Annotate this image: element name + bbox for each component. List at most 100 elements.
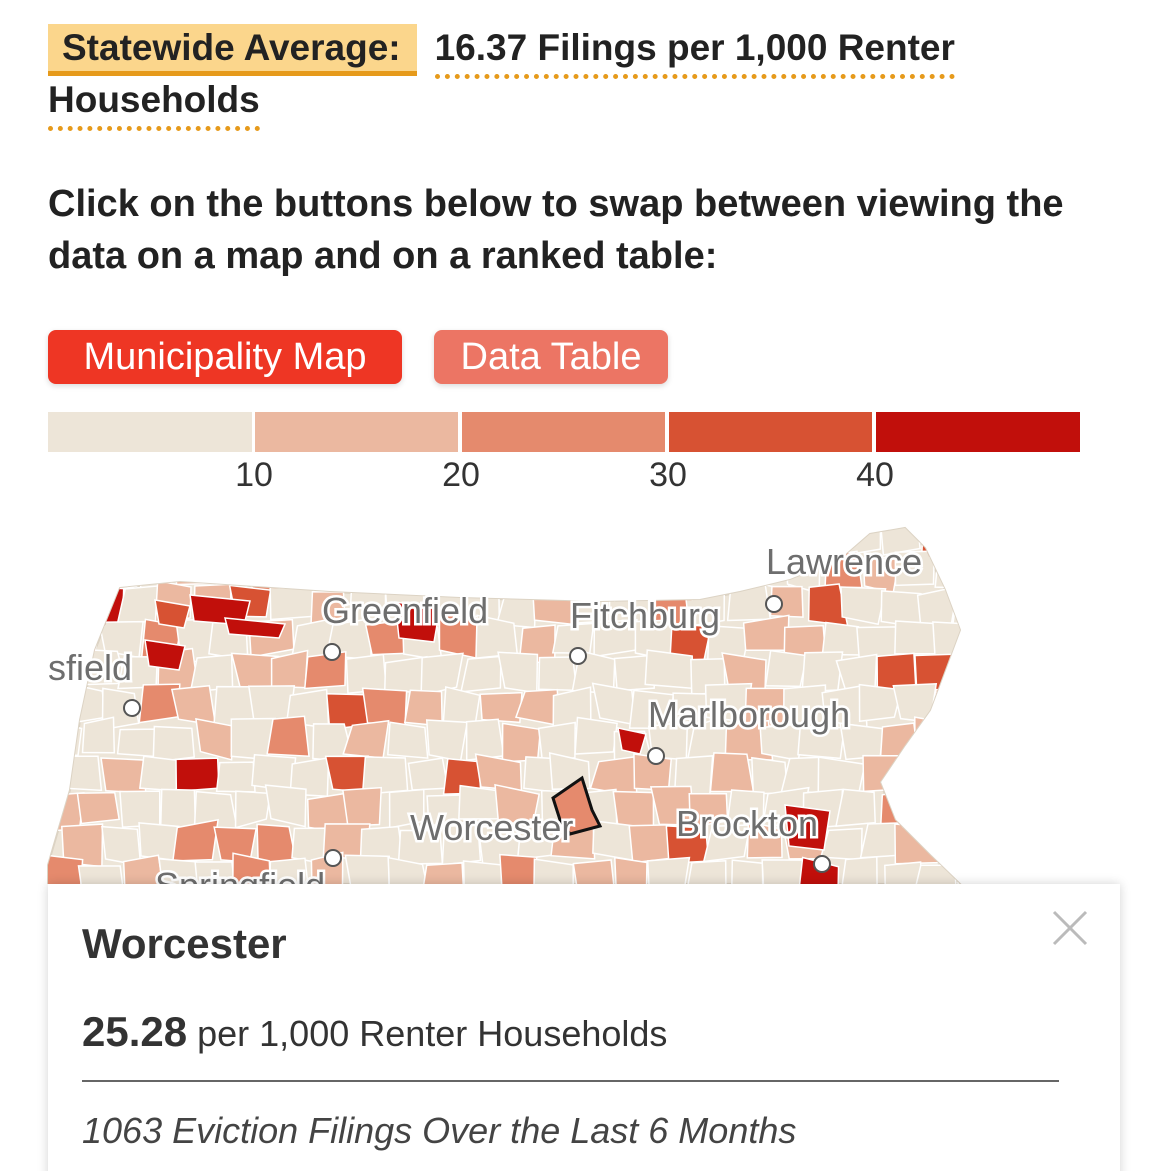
municipality-shape[interactable] xyxy=(159,788,197,830)
municipality-shape[interactable] xyxy=(991,587,1033,628)
municipality-shape[interactable] xyxy=(913,789,960,832)
selected-municipality-worcester[interactable] xyxy=(551,775,603,836)
municipality-shape[interactable] xyxy=(574,716,618,755)
municipality-shape[interactable] xyxy=(454,520,502,550)
municipality-shape[interactable] xyxy=(840,586,887,626)
close-icon[interactable] xyxy=(1048,906,1092,950)
municipality-shape[interactable] xyxy=(663,546,708,589)
municipality-shape[interactable] xyxy=(862,754,906,793)
municipality-shape[interactable] xyxy=(894,550,936,587)
municipality-shape[interactable] xyxy=(531,588,577,626)
municipality-shape[interactable] xyxy=(425,719,469,762)
municipality-shape-high[interactable] xyxy=(154,599,191,629)
municipality-shape[interactable] xyxy=(951,585,993,628)
municipality-shape[interactable] xyxy=(537,721,576,763)
municipality-shape[interactable] xyxy=(344,520,391,559)
municipality-shape[interactable] xyxy=(497,651,539,694)
municipality-shape[interactable] xyxy=(1009,756,1054,789)
municipality-shape[interactable] xyxy=(387,721,429,759)
municipality-shape[interactable] xyxy=(342,786,383,827)
municipality-shape[interactable] xyxy=(175,757,220,793)
municipality-shape[interactable] xyxy=(122,854,166,884)
municipality-shape[interactable] xyxy=(152,725,196,764)
municipality-shape[interactable] xyxy=(479,691,523,724)
municipality-shape[interactable] xyxy=(937,753,977,796)
municipality-shape[interactable] xyxy=(536,520,576,555)
municipality-shape[interactable] xyxy=(1007,689,1052,725)
municipality-shape[interactable] xyxy=(970,828,1011,858)
municipality-shape[interactable] xyxy=(764,649,808,688)
municipality-shape[interactable] xyxy=(994,521,1034,559)
municipality-shape[interactable] xyxy=(77,865,125,884)
municipality-shape[interactable] xyxy=(934,688,974,725)
municipality-shape[interactable] xyxy=(119,790,161,828)
municipality-shape[interactable] xyxy=(686,859,727,884)
municipality-shape[interactable] xyxy=(268,857,311,884)
municipality-shape[interactable] xyxy=(501,722,542,763)
municipality-shape[interactable] xyxy=(761,859,807,884)
municipality-shape[interactable] xyxy=(635,549,676,594)
municipality-shape[interactable] xyxy=(384,655,428,694)
municipality-shape[interactable] xyxy=(61,549,107,592)
municipality-shape[interactable] xyxy=(324,549,365,588)
municipality-shape[interactable] xyxy=(441,823,482,866)
municipality-shape[interactable] xyxy=(38,853,84,884)
municipality-shape[interactable] xyxy=(572,859,616,884)
municipality-map-button[interactable]: Municipality Map xyxy=(48,330,402,384)
municipality-shape[interactable] xyxy=(264,784,307,828)
municipality-shape[interactable] xyxy=(992,653,1036,695)
municipality-shape[interactable] xyxy=(190,523,235,557)
municipality-shape[interactable] xyxy=(726,581,772,622)
municipality-shape[interactable] xyxy=(703,551,753,589)
municipality-shape[interactable] xyxy=(692,520,731,560)
municipality-shape[interactable] xyxy=(952,788,999,831)
municipality-shape[interactable] xyxy=(612,522,657,562)
municipality-shape[interactable] xyxy=(174,549,214,586)
municipality-shape[interactable] xyxy=(387,856,430,884)
municipality-shape[interactable] xyxy=(119,522,162,560)
municipality-shape[interactable] xyxy=(614,856,648,884)
municipality-shape[interactable] xyxy=(797,726,846,760)
municipality-shape[interactable] xyxy=(386,520,427,557)
municipality-shape[interactable] xyxy=(939,819,976,855)
municipality-shape[interactable] xyxy=(324,755,369,793)
municipality-shape[interactable] xyxy=(230,520,275,556)
municipality-shape-high[interactable] xyxy=(394,601,441,643)
municipality-shape[interactable] xyxy=(215,761,256,793)
municipality-shape[interactable] xyxy=(521,548,559,591)
municipality-shape[interactable] xyxy=(407,757,449,791)
municipality-shape[interactable] xyxy=(727,520,769,550)
municipality-shape[interactable] xyxy=(993,793,1036,825)
municipality-shape[interactable] xyxy=(366,552,406,588)
municipality-shape[interactable] xyxy=(288,546,329,587)
municipality-shape[interactable] xyxy=(840,856,878,884)
municipality-shape[interactable] xyxy=(76,791,121,825)
municipality-shape[interactable] xyxy=(81,716,116,754)
municipality-shape[interactable] xyxy=(1008,618,1054,657)
municipality-shape[interactable] xyxy=(989,855,1030,884)
municipality-shape-high[interactable] xyxy=(784,804,831,851)
municipality-shape[interactable] xyxy=(41,520,87,557)
municipality-shape[interactable] xyxy=(959,655,1000,692)
municipality-shape[interactable] xyxy=(344,854,390,884)
municipality-shape[interactable] xyxy=(195,717,234,761)
municipality-shape[interactable] xyxy=(746,820,783,859)
municipality-shapes[interactable] xyxy=(38,520,1054,884)
municipality-shape[interactable] xyxy=(730,859,764,884)
municipality-shape[interactable] xyxy=(957,864,993,884)
municipality-shape[interactable] xyxy=(416,520,465,561)
municipality-shape[interactable] xyxy=(420,652,464,697)
municipality-shape[interactable] xyxy=(702,824,751,863)
municipality-shape[interactable] xyxy=(551,553,597,590)
municipality-shape[interactable] xyxy=(644,649,694,690)
municipality-shape[interactable] xyxy=(40,587,87,630)
municipality-shape[interactable] xyxy=(646,856,691,884)
municipality-shape-high[interactable] xyxy=(617,727,647,755)
municipality-shape[interactable] xyxy=(858,683,903,723)
municipality-shape[interactable] xyxy=(116,728,156,758)
municipality-shape[interactable] xyxy=(954,721,999,762)
municipality-shape[interactable] xyxy=(441,550,484,589)
municipality-shape[interactable] xyxy=(571,521,617,558)
municipality-shape[interactable] xyxy=(969,617,1015,656)
municipality-shape[interactable] xyxy=(934,548,971,589)
